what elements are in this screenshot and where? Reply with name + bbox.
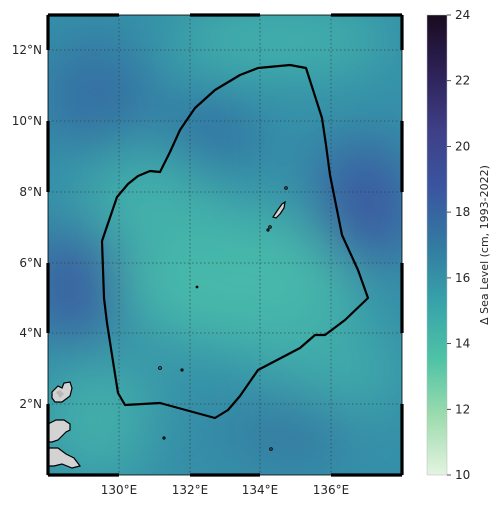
- lat-tick-label: 8°N: [19, 185, 42, 199]
- map-frame: [46, 13, 404, 477]
- lat-tick-label: 12°N: [12, 43, 42, 57]
- colorbar-tick-label: 18: [455, 205, 470, 219]
- colorbar-tick-label: 20: [455, 139, 470, 153]
- land-masses: [48, 186, 288, 469]
- lon-tick-label: 130°E: [101, 483, 138, 497]
- island: [56, 390, 64, 398]
- island: [180, 368, 184, 372]
- longitude-labels: 130°E 132°E 134°E 136°E: [101, 483, 350, 497]
- colorbar-tick-label: 12: [455, 402, 470, 416]
- colorbar-tick-label: 24: [455, 8, 470, 22]
- island: [268, 225, 272, 229]
- colorbar-tick-label: 10: [455, 468, 470, 482]
- colorbar: 10 12 14 16 18 20 22 24 Δ Sea Level (cm,…: [426, 8, 491, 482]
- lon-tick-label: 132°E: [172, 483, 209, 497]
- island: [48, 419, 71, 443]
- gridlines: [48, 15, 402, 475]
- latitude-labels: 2°N 4°N 6°N 8°N 10°N 12°N: [12, 43, 42, 411]
- island: [272, 200, 286, 219]
- colorbar-label: Δ Sea Level (cm, 1993-2022): [478, 165, 491, 325]
- colorbar-tick-label: 16: [455, 271, 470, 285]
- island: [269, 447, 273, 451]
- island: [48, 447, 82, 469]
- lat-tick-label: 6°N: [19, 256, 42, 270]
- eez-boundary: [100, 63, 370, 420]
- sea-level-field: [48, 15, 402, 475]
- colorbar-tick-label: 22: [455, 74, 470, 88]
- island: [162, 436, 166, 440]
- lat-tick-label: 10°N: [12, 114, 42, 128]
- lat-tick-label: 2°N: [19, 397, 42, 411]
- colorbar-gradient: [426, 14, 448, 476]
- lat-tick-label: 4°N: [19, 326, 42, 340]
- island: [266, 228, 270, 232]
- island: [284, 186, 288, 190]
- lon-tick-label: 136°E: [313, 483, 350, 497]
- colorbar-tick-label: 14: [455, 337, 470, 351]
- lon-tick-label: 134°E: [242, 483, 279, 497]
- island: [158, 366, 162, 370]
- island: [195, 285, 199, 289]
